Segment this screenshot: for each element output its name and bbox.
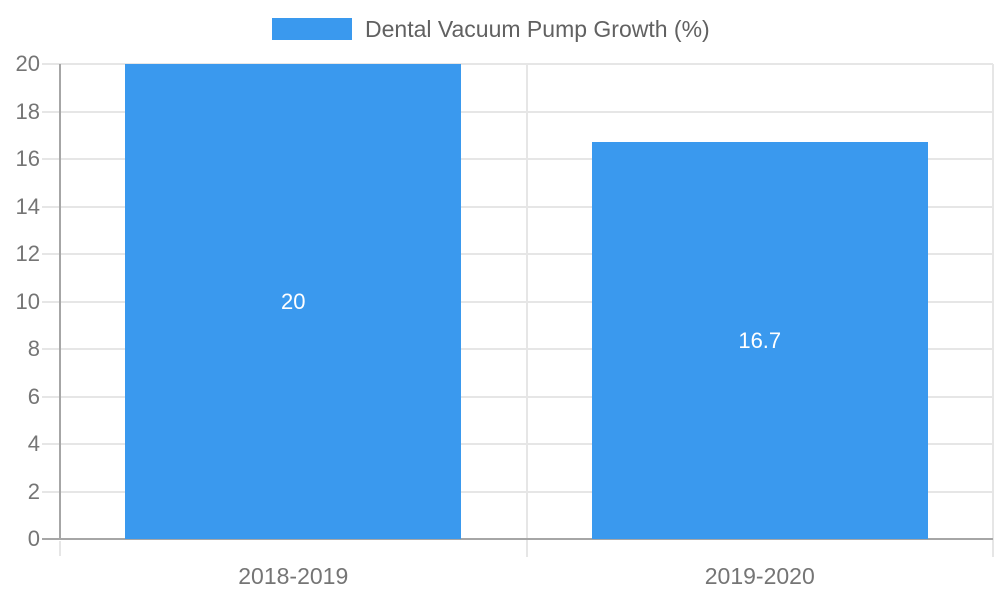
y-tick-label: 18 bbox=[15, 98, 40, 124]
y-tick-label: 8 bbox=[27, 336, 40, 361]
category-separator bbox=[525, 64, 528, 557]
y-gridline bbox=[42, 253, 993, 255]
y-tick-label: 10 bbox=[15, 288, 40, 314]
y-gridline bbox=[42, 158, 993, 160]
y-gridline bbox=[42, 490, 993, 493]
y-tick-label: 4 bbox=[27, 431, 40, 456]
legend-label: Dental Vacuum Pump Growth (%) bbox=[365, 16, 710, 42]
y-tick-label: 12 bbox=[15, 241, 40, 266]
y-gridline bbox=[42, 300, 993, 303]
bar-2018-2019 bbox=[125, 64, 462, 539]
bar-2019-2020 bbox=[591, 142, 928, 539]
y-gridline bbox=[42, 205, 993, 208]
plot-right-border bbox=[992, 64, 994, 557]
y-tick-label: 14 bbox=[15, 193, 40, 219]
y-gridline bbox=[42, 348, 993, 350]
bar-value-label: 16.7 bbox=[738, 327, 782, 353]
x-axis-tick bbox=[59, 541, 61, 556]
y-tick-label: 16 bbox=[15, 146, 40, 171]
x-axis-line bbox=[42, 538, 993, 540]
y-gridline bbox=[42, 63, 993, 65]
y-tick-label: 0 bbox=[27, 526, 40, 551]
legend-swatch bbox=[272, 18, 352, 40]
x-tick-label: 2019-2020 bbox=[704, 563, 815, 589]
y-tick-label: 20 bbox=[15, 51, 40, 76]
y-tick-label: 2 bbox=[27, 478, 40, 504]
bar-value-label: 20 bbox=[281, 288, 306, 314]
y-gridline bbox=[42, 443, 993, 445]
y-axis-line bbox=[59, 64, 61, 539]
y-tick-label: 6 bbox=[27, 383, 40, 409]
chart-legend: Dental Vacuum Pump Growth (%) bbox=[272, 17, 710, 41]
y-gridline bbox=[42, 110, 993, 113]
y-gridline bbox=[42, 395, 993, 398]
x-tick-label: 2018-2019 bbox=[238, 563, 349, 589]
